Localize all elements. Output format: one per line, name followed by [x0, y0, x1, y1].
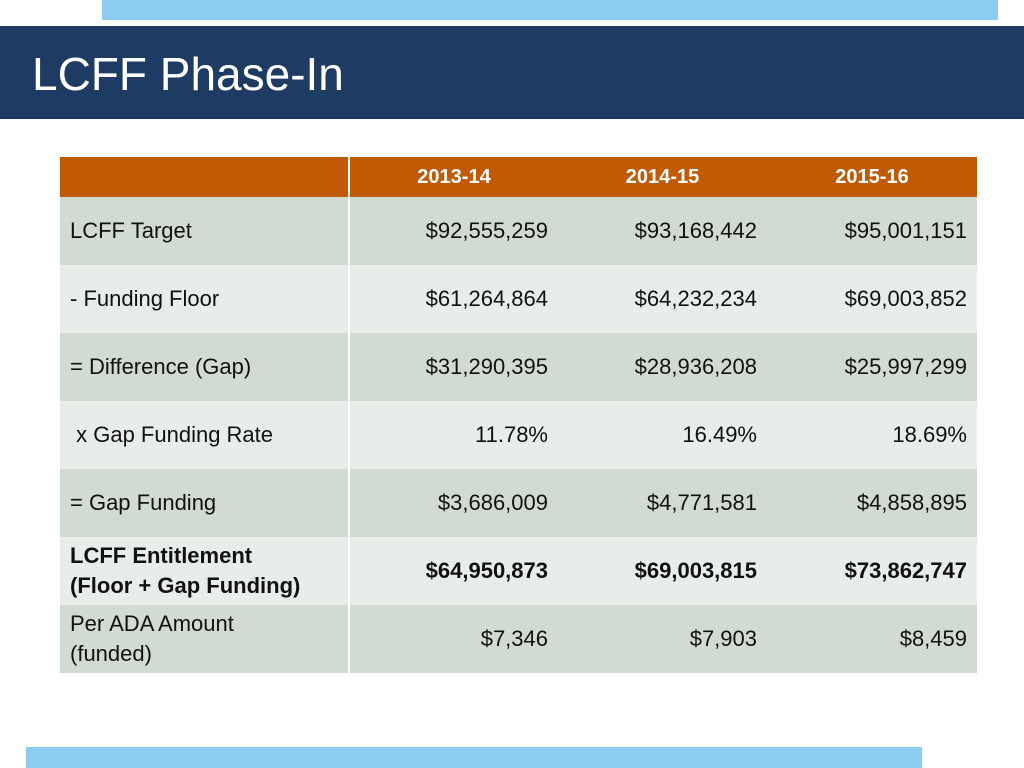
table-row-lcff-target: LCFF Target $92,555,259 $93,168,442 $95,… — [60, 197, 977, 265]
row-label: LCFF Entitlement (Floor + Gap Funding) — [60, 537, 350, 605]
title-bar — [0, 26, 1024, 119]
bottom-accent-strip — [26, 747, 922, 768]
row-label-line: (Floor + Gap Funding) — [70, 573, 301, 598]
row-label: = Difference (Gap) — [60, 333, 350, 401]
cell-value: $69,003,852 — [767, 265, 977, 333]
cell-value: $25,997,299 — [767, 333, 977, 401]
cell-value: $64,232,234 — [558, 265, 767, 333]
cell-value: 18.69% — [767, 401, 977, 469]
row-label: - Funding Floor — [60, 265, 350, 333]
header-cell-2015-16: 2015-16 — [767, 157, 977, 197]
cell-value: $4,771,581 — [558, 469, 767, 537]
cell-value: $7,903 — [558, 605, 767, 673]
row-label: = Gap Funding — [60, 469, 350, 537]
cell-value: $73,862,747 — [767, 537, 977, 605]
cell-value: 11.78% — [349, 401, 558, 469]
cell-value: $3,686,009 — [349, 469, 558, 537]
cell-value: $7,346 — [349, 605, 558, 673]
cell-value: $61,264,864 — [349, 265, 558, 333]
cell-value: $28,936,208 — [558, 333, 767, 401]
cell-value: $69,003,815 — [558, 537, 767, 605]
top-accent-strip — [102, 0, 998, 20]
row-label-line: (funded) — [70, 641, 152, 666]
table-row-gap-funding-rate: x Gap Funding Rate 11.78% 16.49% 18.69% — [60, 401, 977, 469]
row-label: LCFF Target — [60, 197, 350, 265]
table-row-difference-gap: = Difference (Gap) $31,290,395 $28,936,2… — [60, 333, 977, 401]
table-row-gap-funding: = Gap Funding $3,686,009 $4,771,581 $4,8… — [60, 469, 977, 537]
cell-value: $31,290,395 — [349, 333, 558, 401]
table-header-row: 2013-14 2014-15 2015-16 — [60, 157, 977, 197]
header-cell-2013-14: 2013-14 — [349, 157, 558, 197]
slide-title: LCFF Phase-In — [32, 48, 344, 100]
cell-value: $95,001,151 — [767, 197, 977, 265]
cell-value: $93,168,442 — [558, 197, 767, 265]
cell-value: $8,459 — [767, 605, 977, 673]
row-label: x Gap Funding Rate — [60, 401, 350, 469]
cell-value: $92,555,259 — [349, 197, 558, 265]
cell-value: $64,950,873 — [349, 537, 558, 605]
row-label: Per ADA Amount (funded) — [60, 605, 350, 673]
table-row-funding-floor: - Funding Floor $61,264,864 $64,232,234 … — [60, 265, 977, 333]
table-row-per-ada-amount: Per ADA Amount (funded) $7,346 $7,903 $8… — [60, 605, 977, 673]
header-cell-2014-15: 2014-15 — [558, 157, 767, 197]
cell-value: $4,858,895 — [767, 469, 977, 537]
lcff-phase-in-table: 2013-14 2014-15 2015-16 LCFF Target $92,… — [60, 157, 977, 673]
table-row-lcff-entitlement: LCFF Entitlement (Floor + Gap Funding) $… — [60, 537, 977, 605]
header-cell-blank — [60, 157, 350, 197]
cell-value: 16.49% — [558, 401, 767, 469]
row-label-line: LCFF Entitlement — [70, 543, 253, 568]
row-label-line: Per ADA Amount — [70, 611, 234, 636]
